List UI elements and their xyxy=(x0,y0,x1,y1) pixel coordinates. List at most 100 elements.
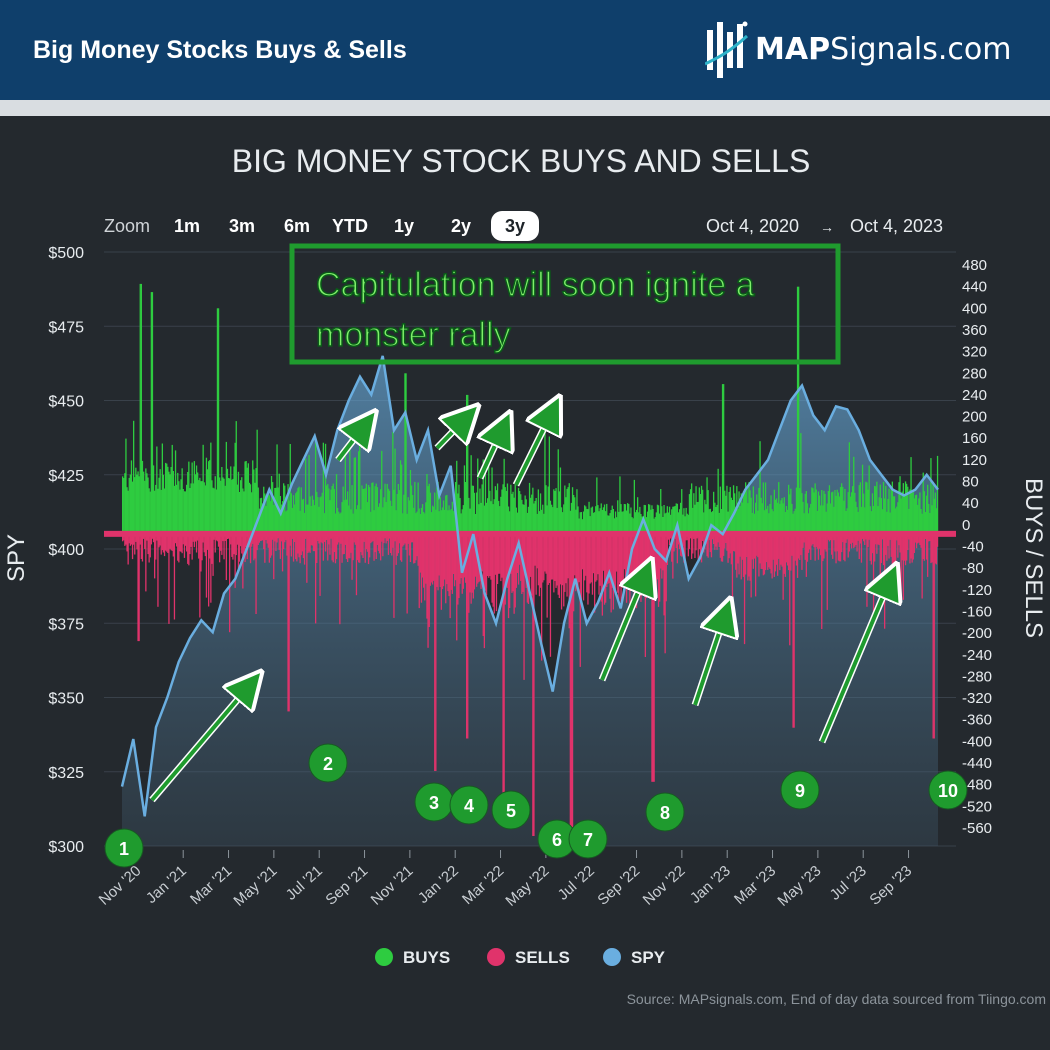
sells-bar xyxy=(315,532,317,624)
buys-bar xyxy=(166,463,168,533)
buys-bar xyxy=(129,474,131,533)
buys-bar xyxy=(910,457,912,533)
sells-bar xyxy=(702,532,704,541)
buys-bar xyxy=(401,464,403,533)
sells-bar xyxy=(347,532,349,562)
legend-swatch[interactable] xyxy=(375,948,393,966)
mapsignals-logo: MAPSignals.com xyxy=(704,18,1035,88)
buys-bar xyxy=(924,512,927,533)
legend-swatch[interactable] xyxy=(603,948,621,966)
buys-bar xyxy=(275,487,277,533)
zoom-button-6m[interactable]: 6m xyxy=(283,216,310,236)
legend-label[interactable]: BUYS xyxy=(403,948,450,967)
buys-bar xyxy=(170,467,172,533)
sells-bar xyxy=(814,532,816,561)
buys-bar xyxy=(270,476,273,533)
sells-bar xyxy=(849,532,852,544)
buys-bar xyxy=(779,503,781,533)
buys-bar xyxy=(531,494,533,533)
buys-bar xyxy=(128,477,130,533)
sells-bar xyxy=(338,532,340,543)
sells-bar xyxy=(300,532,302,556)
legend-swatch[interactable] xyxy=(487,948,505,966)
buys-bar xyxy=(171,444,173,533)
sells-bar xyxy=(890,532,892,557)
buys-bar xyxy=(823,490,825,533)
zoom-button-3y[interactable]: 3y xyxy=(491,211,539,241)
sells-bar xyxy=(874,532,876,562)
sells-bar xyxy=(494,532,496,575)
buys-bar xyxy=(351,485,353,533)
sells-bar xyxy=(168,532,170,624)
sells-bar xyxy=(810,532,812,560)
sells-bar xyxy=(287,532,289,712)
sells-bar xyxy=(208,532,210,607)
buys-bar xyxy=(882,481,885,533)
buys-bar xyxy=(792,513,794,533)
legend-label[interactable]: SELLS xyxy=(515,948,570,967)
sells-bar xyxy=(717,532,719,543)
legend-label[interactable]: SPY xyxy=(631,948,666,967)
sells-bar xyxy=(409,532,412,562)
sells-bar xyxy=(352,532,354,561)
range-from[interactable]: Oct 4, 2020 xyxy=(706,216,800,236)
buys-bar xyxy=(165,462,167,533)
buys-bar xyxy=(768,513,770,533)
sells-bar xyxy=(275,532,277,551)
buys-bar xyxy=(180,479,182,533)
sells-bar xyxy=(214,532,216,553)
buys-bar xyxy=(122,476,124,533)
zoom-button-1m[interactable]: 1m xyxy=(173,216,200,236)
zoom-button-1y[interactable]: 1y xyxy=(393,216,415,236)
sells-bar xyxy=(414,532,416,563)
buys-bar xyxy=(850,492,853,533)
buys-bar xyxy=(863,493,865,533)
sells-bar xyxy=(534,532,536,566)
buys-bar xyxy=(746,486,748,533)
buys-bar xyxy=(617,500,619,533)
range-to[interactable]: Oct 4, 2023 xyxy=(850,216,944,236)
sells-bar xyxy=(665,532,667,602)
buys-bar xyxy=(296,491,298,533)
sells-bar xyxy=(738,532,740,575)
sells-bar xyxy=(393,532,395,618)
buys-bar xyxy=(560,507,563,533)
buys-bar xyxy=(794,508,796,533)
buys-bar xyxy=(847,492,849,533)
buys-bar xyxy=(232,478,234,533)
sells-bar xyxy=(235,532,237,556)
sells-bar xyxy=(664,532,666,654)
buys-bar xyxy=(322,442,324,533)
sells-bar xyxy=(618,532,620,602)
buys-bar xyxy=(381,450,383,533)
zoom-button-3m[interactable]: 3m xyxy=(228,216,255,236)
zoom-button-2y[interactable]: 2y xyxy=(450,216,472,236)
buys-bar xyxy=(931,505,933,533)
buys-bar xyxy=(532,487,534,533)
sells-bar xyxy=(493,532,495,614)
sells-bar xyxy=(206,532,209,550)
buys-bar xyxy=(752,486,754,533)
sells-bar xyxy=(521,532,523,594)
sells-bar xyxy=(362,532,364,558)
sells-bar xyxy=(437,532,439,591)
buys-bar xyxy=(607,515,609,533)
buys-bar xyxy=(639,506,641,533)
buys-bar xyxy=(249,484,252,533)
zoom-button-ytd[interactable]: YTD xyxy=(332,216,368,236)
sells-bar xyxy=(410,532,413,543)
sells-bar xyxy=(247,532,249,543)
sells-bar xyxy=(783,532,785,574)
logo-bold-text: MAP xyxy=(755,32,831,67)
sells-bar xyxy=(223,532,225,560)
sells-bar xyxy=(149,532,151,558)
buys-bar xyxy=(634,512,637,533)
sells-bar xyxy=(158,532,160,548)
buys-bar xyxy=(597,505,599,533)
sells-bar xyxy=(286,532,288,556)
sells-bar xyxy=(683,532,685,563)
sells-bar xyxy=(856,532,858,552)
sells-bar xyxy=(316,532,318,563)
buys-bar xyxy=(892,496,895,533)
sells-bar xyxy=(440,532,442,610)
